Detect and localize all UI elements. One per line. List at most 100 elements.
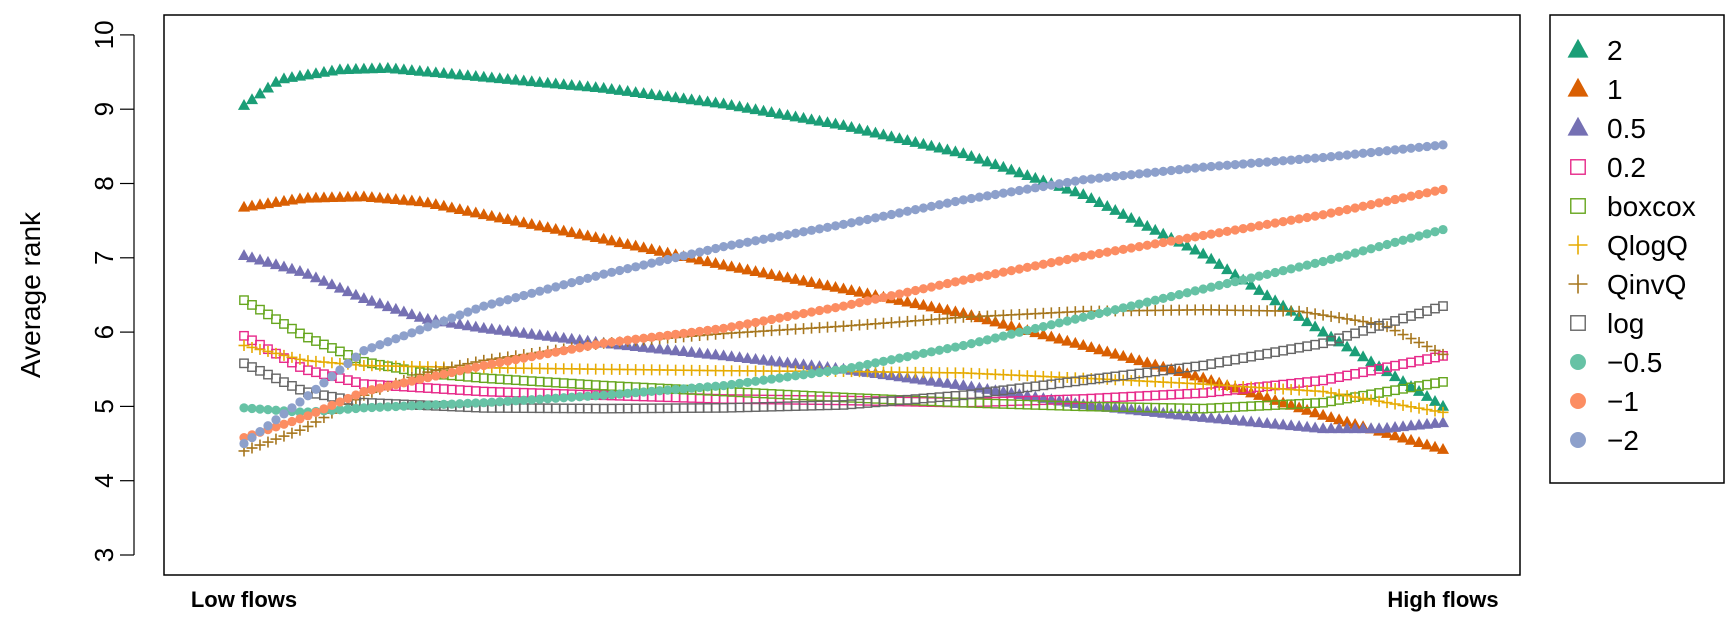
- data-point: [535, 350, 545, 360]
- data-point: [1230, 225, 1240, 235]
- data-point: [718, 380, 729, 391]
- data-point: [1294, 342, 1304, 353]
- data-point: [742, 237, 753, 247]
- data-point: [309, 271, 322, 283]
- data-point: [598, 380, 609, 391]
- data-point: [551, 347, 561, 357]
- legend-marker: [1570, 159, 1586, 175]
- data-point: [1333, 422, 1346, 434]
- data-point: [1310, 376, 1320, 387]
- data-point: [998, 399, 1009, 409]
- data-point: [821, 279, 834, 291]
- legend-item: −0.5: [1570, 347, 1662, 378]
- data-point: [423, 322, 433, 332]
- data-point: [679, 384, 689, 394]
- data-point: [1310, 339, 1320, 350]
- data-point: [1158, 293, 1168, 304]
- data-point: [621, 85, 634, 96]
- data-point: [1053, 332, 1066, 344]
- data-point: [1277, 418, 1290, 430]
- data-point: [671, 253, 681, 263]
- data-point: [319, 390, 329, 401]
- data-point: [1214, 280, 1224, 290]
- data-point: [854, 395, 865, 406]
- data-point: [1341, 415, 1354, 427]
- data-point: [583, 273, 593, 284]
- data-point: [509, 325, 522, 337]
- data-point: [734, 378, 745, 389]
- data-point: [693, 94, 706, 106]
- legend-label: log: [1607, 308, 1644, 339]
- series-10: [239, 140, 1448, 449]
- data-point: [637, 241, 650, 253]
- data-point: [878, 292, 889, 303]
- data-point: [814, 400, 825, 411]
- data-point: [1125, 352, 1138, 363]
- data-point: [1301, 403, 1314, 415]
- data-point: [1173, 408, 1186, 420]
- data-point: [471, 398, 481, 408]
- data-point: [1182, 288, 1192, 298]
- data-point: [310, 416, 322, 428]
- data-point: [718, 323, 729, 334]
- data-point: [1286, 215, 1296, 225]
- data-point: [941, 303, 954, 315]
- data-point: [661, 246, 674, 258]
- data-point: [1142, 168, 1152, 178]
- data-point: [1117, 207, 1130, 219]
- data-point: [942, 391, 953, 402]
- data-point: [646, 403, 657, 414]
- data-point: [349, 288, 362, 300]
- data-point: [990, 398, 1001, 409]
- data-point: [639, 260, 649, 270]
- data-point: [293, 192, 307, 204]
- data-point: [1389, 398, 1401, 410]
- data-point: [1334, 151, 1344, 161]
- data-point: [262, 436, 274, 448]
- data-point: [573, 333, 586, 345]
- data-point: [813, 360, 826, 371]
- data-point: [1438, 377, 1448, 387]
- data-point: [1309, 406, 1322, 418]
- data-point: [1109, 204, 1122, 215]
- x-category-label: High flows: [1387, 587, 1498, 612]
- data-point: [1037, 391, 1050, 403]
- data-point: [463, 364, 473, 374]
- data-point: [270, 433, 282, 445]
- data-point: [335, 346, 345, 357]
- data-point: [1046, 180, 1056, 190]
- data-point: [599, 390, 609, 400]
- data-point: [421, 65, 434, 77]
- data-point: [311, 336, 321, 346]
- data-point: [311, 367, 321, 378]
- data-point: [1230, 277, 1240, 287]
- data-point: [1070, 176, 1080, 186]
- data-point: [1245, 415, 1258, 427]
- data-point: [1213, 258, 1226, 269]
- data-point: [575, 275, 585, 286]
- data-point: [453, 203, 466, 215]
- data-point: [1030, 381, 1041, 392]
- data-point: [750, 376, 761, 386]
- data-point: [351, 390, 361, 400]
- data-point: [493, 323, 506, 335]
- data-point: [1038, 322, 1048, 332]
- data-point: [343, 350, 353, 360]
- data-point: [1357, 422, 1370, 434]
- data-point: [678, 392, 689, 403]
- data-point: [494, 387, 505, 397]
- data-point: [765, 354, 778, 366]
- y-tick-label: 8: [89, 176, 119, 190]
- data-point: [438, 384, 449, 394]
- data-point: [573, 227, 586, 239]
- data-point: [1198, 230, 1208, 241]
- data-point: [1333, 335, 1346, 347]
- data-point: [309, 191, 322, 203]
- data-point: [781, 271, 794, 283]
- data-point: [1261, 391, 1274, 403]
- data-point: [973, 381, 986, 393]
- data-point: [1349, 345, 1362, 357]
- data-point: [749, 103, 762, 115]
- data-point: [1205, 252, 1218, 264]
- data-point: [726, 379, 737, 390]
